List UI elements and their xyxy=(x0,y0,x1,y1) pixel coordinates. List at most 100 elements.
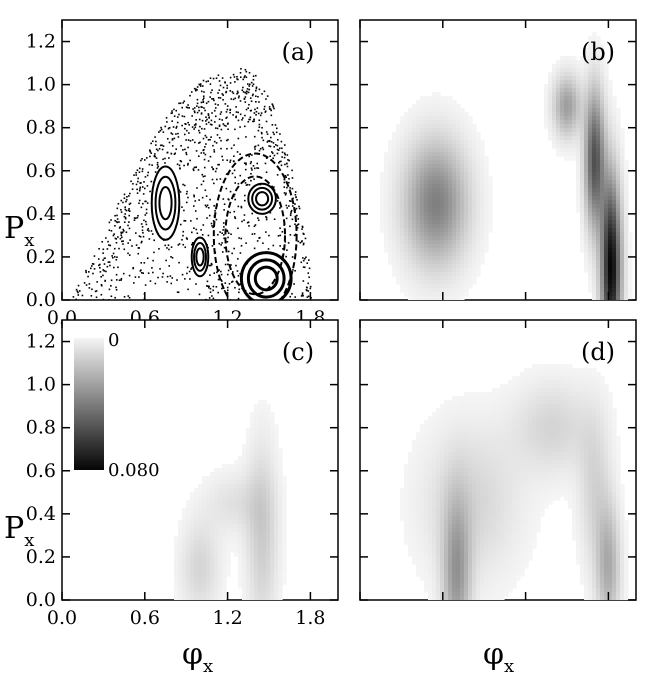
heat-cell xyxy=(432,104,437,109)
scatter-point xyxy=(185,237,188,239)
heat-cell xyxy=(464,232,469,237)
heat-cell xyxy=(620,268,625,273)
scatter-point xyxy=(159,129,162,132)
heat-cell xyxy=(388,156,393,161)
heat-cell xyxy=(424,496,429,501)
scatter-point xyxy=(128,208,130,210)
scatter-point xyxy=(243,219,245,221)
heat-cell xyxy=(254,452,259,457)
heat-cell xyxy=(262,452,267,457)
heat-cell xyxy=(432,480,437,485)
heat-cell xyxy=(552,140,557,145)
heat-cell xyxy=(428,204,433,209)
scatter-point xyxy=(185,106,188,108)
heat-cell xyxy=(460,572,465,577)
heat-cell xyxy=(444,496,449,501)
heat-cell xyxy=(270,420,275,425)
heat-cell xyxy=(230,520,235,525)
heat-cell xyxy=(250,508,255,513)
heat-cell xyxy=(564,112,569,117)
heat-cell xyxy=(600,256,605,261)
heat-cell xyxy=(468,128,473,133)
scatter-point xyxy=(287,159,289,161)
heat-cell xyxy=(258,416,263,421)
heat-cell xyxy=(246,520,251,525)
scatter-point xyxy=(205,143,207,145)
heat-cell xyxy=(214,568,219,573)
heat-cell xyxy=(396,148,401,153)
heat-cell xyxy=(452,468,457,473)
heat-cell xyxy=(404,112,409,117)
heat-cell xyxy=(420,424,425,429)
heat-cell xyxy=(436,220,441,225)
heat-cell xyxy=(266,544,271,549)
heat-cell xyxy=(452,412,457,417)
heat-cell xyxy=(592,64,597,69)
heat-cell xyxy=(234,480,239,485)
heat-cell xyxy=(572,92,577,97)
heat-cell xyxy=(206,512,211,517)
heat-cell xyxy=(444,588,449,593)
heat-cell xyxy=(424,584,429,589)
scatter-point xyxy=(211,295,213,297)
scatter-point xyxy=(233,144,235,146)
heat-cell xyxy=(444,176,449,181)
scatter-point xyxy=(246,90,248,93)
heat-cell xyxy=(424,156,429,161)
scatter-point xyxy=(97,258,100,260)
scatter-point xyxy=(179,167,181,170)
scatter-point xyxy=(223,226,225,228)
heat-cell xyxy=(270,412,275,417)
heat-cell xyxy=(588,204,593,209)
heat-cell xyxy=(612,168,617,173)
heat-cell xyxy=(560,104,565,109)
scatter-point xyxy=(209,155,212,158)
heat-cell xyxy=(440,516,445,521)
heat-cell xyxy=(584,216,589,221)
heat-cell xyxy=(452,472,457,477)
heat-cell xyxy=(262,432,267,437)
heat-cell xyxy=(452,420,457,425)
heat-cell xyxy=(408,212,413,217)
heat-cell xyxy=(270,556,275,561)
heat-cell xyxy=(476,228,481,233)
heat-cell xyxy=(400,280,405,285)
heat-cell xyxy=(206,508,211,513)
scatter-point xyxy=(255,87,258,90)
heat-cell xyxy=(440,440,445,445)
heat-cell xyxy=(396,184,401,189)
heat-cell xyxy=(452,396,457,401)
heat-cell xyxy=(396,124,401,129)
heat-cell xyxy=(448,208,453,213)
heat-cell xyxy=(270,560,275,565)
heat-cell xyxy=(274,492,279,497)
heat-cell xyxy=(174,576,179,581)
scatter-point xyxy=(285,176,288,179)
heat-cell xyxy=(456,260,461,265)
heat-cell xyxy=(444,532,449,537)
heat-cell xyxy=(250,560,255,565)
scatter-point xyxy=(296,199,298,201)
heat-cell xyxy=(484,192,489,197)
heat-cell xyxy=(608,196,613,201)
heat-cell xyxy=(596,120,601,125)
heat-cell xyxy=(484,176,489,181)
scatter-point xyxy=(170,246,173,248)
heat-cell xyxy=(420,120,425,125)
heat-cell xyxy=(464,552,469,557)
heat-cell xyxy=(396,236,401,241)
scatter-point xyxy=(274,124,277,126)
heat-cell xyxy=(604,236,609,241)
heat-cell xyxy=(464,188,469,193)
heat-cell xyxy=(254,528,259,533)
scatter-point xyxy=(120,279,122,281)
heat-cell xyxy=(396,196,401,201)
heat-cell xyxy=(624,240,629,245)
heat-cell xyxy=(258,436,263,441)
heat-cell xyxy=(416,256,421,261)
heat-cell xyxy=(464,556,469,561)
heat-cell xyxy=(238,520,243,525)
heat-cell xyxy=(190,512,195,517)
heat-cell xyxy=(424,204,429,209)
heat-cell xyxy=(464,404,469,409)
